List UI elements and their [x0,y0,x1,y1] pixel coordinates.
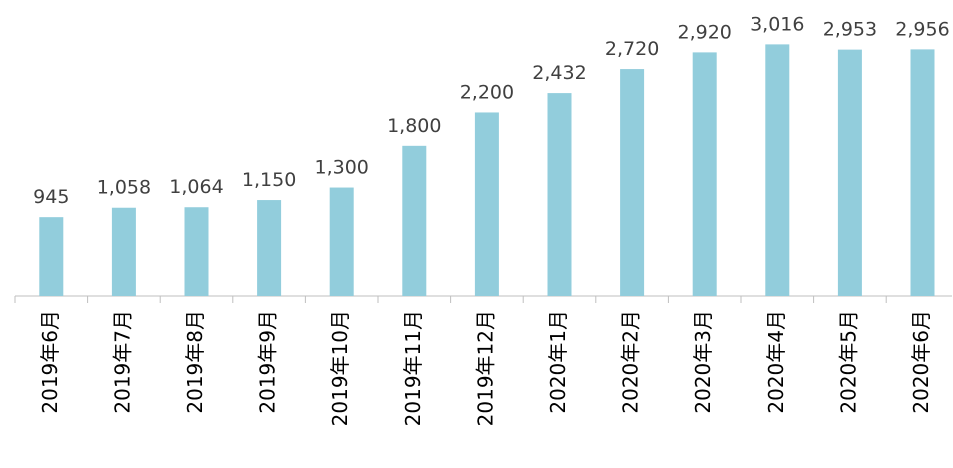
x-tick-label: 2019年11月 [401,310,425,426]
value-label: 2,953 [823,19,877,41]
x-tick-label: 2019年9月 [256,310,280,414]
x-tick-label: 2019年10月 [328,310,352,426]
value-label: 2,920 [677,21,731,43]
x-tick-label: 2020年1月 [546,310,570,414]
x-tick-label: 2020年5月 [836,310,860,414]
value-label: 1,058 [97,177,151,199]
bar [257,200,282,296]
value-label: 2,200 [460,81,514,103]
value-label: 1,064 [169,176,223,198]
bar [329,187,354,296]
bar [111,207,136,296]
bar [692,52,717,296]
x-tick-label: 2020年2月 [619,310,643,414]
x-tick-label: 2019年8月 [183,310,207,414]
bar [620,69,645,297]
bar [39,217,64,296]
bar [910,49,935,296]
x-tick-label: 2020年6月 [909,310,933,414]
x-tick-label: 2019年6月 [38,310,62,414]
value-label: 1,300 [314,157,368,179]
value-label: 3,016 [750,13,804,35]
x-tick-label: 2019年7月 [110,310,134,414]
bar [765,44,790,297]
x-tick-label: 2019年12月 [473,310,497,426]
value-label: 945 [33,186,69,208]
value-label: 1,150 [242,169,296,191]
bar [474,112,499,296]
x-tick-label: 2020年4月 [764,310,788,414]
x-tick-label: 2020年3月 [691,310,715,414]
bar [547,93,572,296]
value-label: 2,432 [532,62,586,84]
bar [837,49,862,296]
bar [402,145,427,296]
value-label: 1,800 [387,115,441,137]
value-label: 2,720 [605,38,659,60]
value-label: 2,956 [895,18,949,40]
bar [184,207,209,296]
